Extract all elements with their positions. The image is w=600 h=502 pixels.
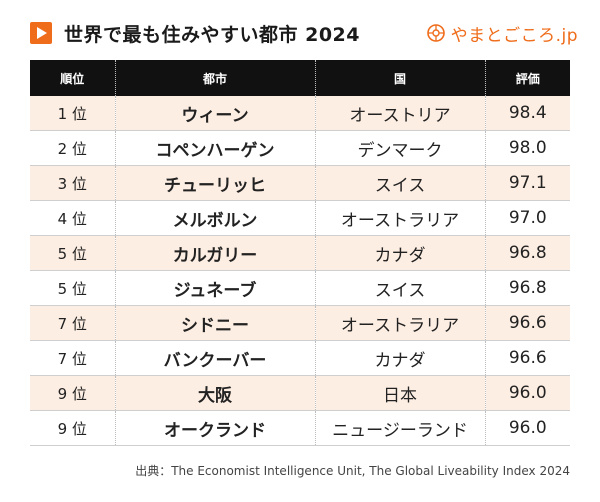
table-row: 9 位オークランド ニュージーランド 96.0	[30, 410, 570, 446]
score-cell: 97.0	[484, 200, 570, 236]
rank-cell: 2 位	[30, 130, 115, 166]
country-cell: カナダ	[314, 340, 485, 376]
rank-cell: 5 位	[30, 270, 115, 306]
chart-title: 世界で最も住みやすい都市 2024	[64, 24, 360, 46]
city-cell: バンクーバー	[114, 340, 315, 376]
table-header-row: 順位 都市 国 評価	[30, 60, 570, 96]
table-row: 3 位チューリッヒ スイス 97.1	[30, 165, 570, 201]
table-row: 9 位大阪 日本 96.0	[30, 375, 570, 411]
header: 世界で最も住みやすい都市 2024 やまとごころ.jp	[0, 0, 600, 60]
rank-cell: 7 位	[30, 340, 115, 376]
score-cell: 96.6	[484, 340, 570, 376]
score-cell: 98.0	[484, 130, 570, 166]
column-header-rank: 順位	[30, 60, 115, 96]
table-row: 1 位ウィーン オーストリア 98.4	[30, 96, 570, 131]
rank-cell: 5 位	[30, 235, 115, 271]
country-cell: スイス	[314, 270, 485, 306]
city-cell: 大阪	[114, 375, 315, 411]
score-cell: 97.1	[484, 165, 570, 201]
city-cell: チューリッヒ	[114, 165, 315, 201]
score-cell: 98.4	[484, 96, 570, 131]
play-icon	[30, 22, 52, 44]
country-cell: 日本	[314, 375, 485, 411]
country-cell: オーストリア	[314, 96, 485, 131]
country-cell: デンマーク	[314, 130, 485, 166]
logo-text: やまとごころ.jp	[450, 25, 578, 46]
table-row: 4 位メルボルン オーストラリア 97.0	[30, 200, 570, 236]
table-row: 7 位バンクーバー カナダ 96.6	[30, 340, 570, 376]
country-cell: オーストラリア	[314, 200, 485, 236]
sun-logo-icon	[426, 24, 445, 42]
ranking-table: 順位 都市 国 評価 1 位ウィーン オーストリア 98.4 2 位コペンハーゲン デン…	[30, 60, 570, 446]
rank-cell: 4 位	[30, 200, 115, 236]
column-header-score: 評価	[484, 60, 570, 96]
score-cell: 96.8	[484, 235, 570, 271]
score-cell: 96.0	[484, 410, 570, 446]
rank-cell: 1 位	[30, 96, 115, 131]
city-cell: ジュネーブ	[114, 270, 315, 306]
score-cell: 96.8	[484, 270, 570, 306]
rank-cell: 3 位	[30, 165, 115, 201]
city-cell: オークランド	[114, 410, 315, 446]
country-cell: オーストラリア	[314, 305, 485, 341]
score-cell: 96.0	[484, 375, 570, 411]
rank-cell: 9 位	[30, 375, 115, 411]
city-cell: シドニー	[114, 305, 315, 341]
table-row: 5 位ジュネーブ スイス 96.8	[30, 270, 570, 306]
country-cell: ニュージーランド	[314, 410, 485, 446]
city-cell: コペンハーゲン	[114, 130, 315, 166]
city-cell: メルボルン	[114, 200, 315, 236]
table-row: 7 位シドニー オーストラリア 96.6	[30, 305, 570, 341]
source-note: 出典：The Economist Intelligence Unit, The …	[135, 464, 570, 478]
city-cell: カルガリー	[114, 235, 315, 271]
table-row: 5 位カルガリー カナダ 96.8	[30, 235, 570, 271]
city-cell: ウィーン	[114, 96, 315, 131]
rank-cell: 7 位	[30, 305, 115, 341]
column-header-city: 都市	[114, 60, 315, 96]
score-cell: 96.6	[484, 305, 570, 341]
country-cell: カナダ	[314, 235, 485, 271]
column-header-country: 国	[314, 60, 485, 96]
country-cell: スイス	[314, 165, 485, 201]
rank-cell: 9 位	[30, 410, 115, 446]
brand-logo[interactable]: やまとごころ.jp	[426, 20, 578, 46]
table-row: 2 位コペンハーゲン デンマーク 98.0	[30, 130, 570, 166]
